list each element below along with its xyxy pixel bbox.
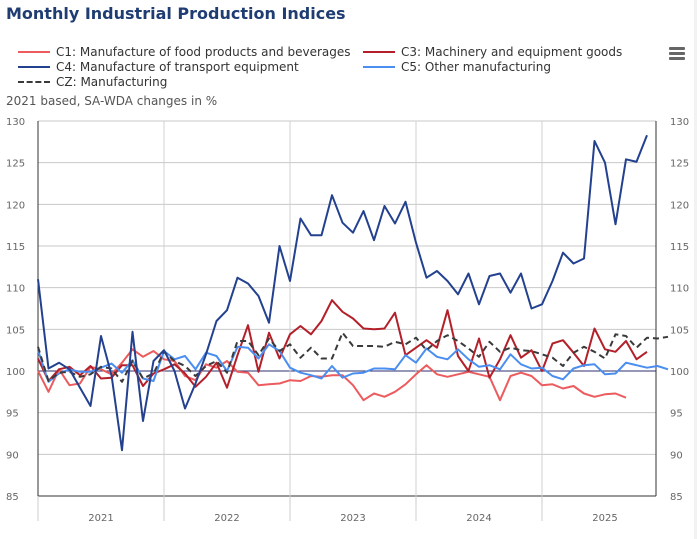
x-tick-label: 2024 [466, 513, 491, 524]
y-tick-label-right: 130 [670, 117, 689, 128]
y-tick-label-right: 90 [670, 450, 683, 461]
scrollbar-edge [694, 0, 697, 539]
series-line-c1 [37, 348, 627, 402]
y-tick-label-left: 85 [6, 492, 19, 503]
menu-bar [669, 47, 685, 50]
legend-swatch-c4 [18, 66, 50, 68]
y-tick-label-right: 115 [670, 242, 689, 253]
chart-title: Monthly Industrial Production Indices [6, 4, 346, 23]
y-axis-right: 85 90 95 100 105 110 115 120 125 130 [670, 117, 689, 503]
x-tick-label: 2025 [592, 513, 617, 524]
y-axis-title: 2021 based, SA-WDA changes in % [6, 94, 218, 108]
y-tick-label-right: 105 [670, 325, 689, 336]
y-tick-label-left: 95 [6, 409, 19, 420]
y-tick-label-left: 100 [6, 367, 25, 378]
x-gridlines [163, 121, 543, 496]
y-tick-label-left: 115 [6, 242, 25, 253]
legend-label-c1: C1: Manufacture of food products and bev… [56, 45, 351, 59]
legend-swatch-c3 [363, 51, 395, 53]
legend-swatch-c5 [363, 66, 395, 68]
y-tick-label-left: 130 [6, 117, 25, 128]
legend-swatch-cz [18, 81, 50, 83]
y-tick-label-left: 105 [6, 325, 25, 336]
y-tick-label-right: 95 [670, 409, 683, 420]
x-tick-label: 2023 [340, 513, 365, 524]
y-tick-label-left: 90 [6, 450, 19, 461]
y-tick-label-left: 120 [6, 200, 25, 211]
y-tick-label-right: 85 [670, 492, 683, 503]
menu-bar [669, 57, 685, 60]
y-tick-label-left: 125 [6, 159, 25, 170]
y-tick-label-right: 110 [670, 284, 689, 295]
y-tick-label-right: 120 [670, 200, 689, 211]
menu-bar [669, 52, 685, 55]
y-axis-left: 85 90 95 100 105 110 115 120 125 130 [6, 117, 25, 503]
series-line-cz [37, 331, 669, 383]
gridlines [37, 120, 657, 497]
hamburger-menu-icon[interactable] [669, 47, 685, 61]
series-line-c4 [37, 134, 648, 452]
x-tick-label: 2021 [88, 513, 113, 524]
y-tick-label-right: 125 [670, 159, 689, 170]
series-line-c5 [37, 343, 669, 383]
x-axis: 2021 2022 2023 2024 2025 [37, 496, 618, 524]
series-lines [37, 134, 669, 452]
x-tick-label: 2022 [214, 513, 239, 524]
legend-label-c5: C5: Other manufacturing [401, 60, 551, 74]
legend-label-c3: C3: Machinery and equipment goods [401, 45, 623, 59]
legend-swatch-c1 [18, 51, 50, 53]
legend-label-c4: C4: Manufacture of transport equipment [56, 60, 299, 74]
y-tick-label-left: 110 [6, 284, 25, 295]
y-tick-label-right: 100 [670, 367, 689, 378]
series-line-c3 [37, 299, 648, 389]
legend-label-cz: CZ: Manufacturing [56, 75, 168, 89]
